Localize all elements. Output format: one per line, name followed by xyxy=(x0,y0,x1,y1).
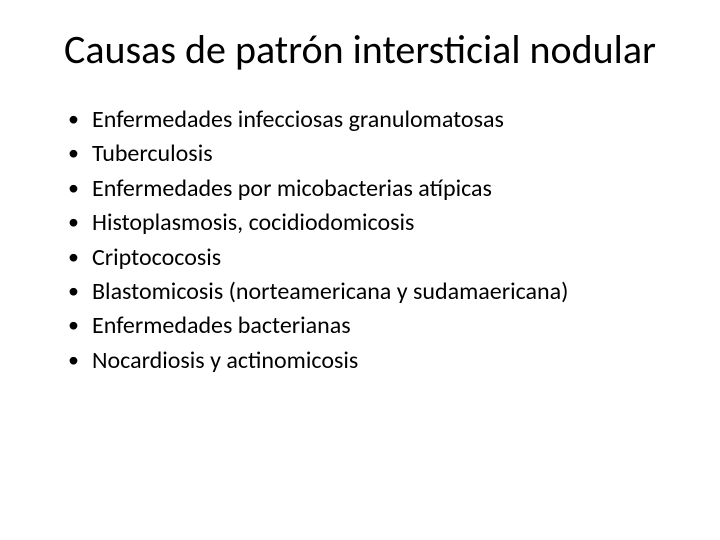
list-item: Histoplasmosis, cocidiodomicosis xyxy=(68,207,670,239)
slide: Causas de patrón intersticial nodular En… xyxy=(0,0,720,540)
slide-title: Causas de patrón intersticial nodular xyxy=(50,28,670,72)
list-item: Enfermedades infecciosas granulomatosas xyxy=(68,104,670,136)
bullet-list: Enfermedades infecciosas granulomatosas … xyxy=(50,104,670,377)
list-item: Criptococosis xyxy=(68,242,670,274)
list-item: Enfermedades bacterianas xyxy=(68,310,670,342)
list-item: Nocardiosis y actinomicosis xyxy=(68,345,670,377)
list-item: Enfermedades por micobacterias atípicas xyxy=(68,173,670,205)
list-item: Tuberculosis xyxy=(68,138,670,170)
list-item: Blastomicosis (norteamericana y sudamaer… xyxy=(68,276,670,308)
